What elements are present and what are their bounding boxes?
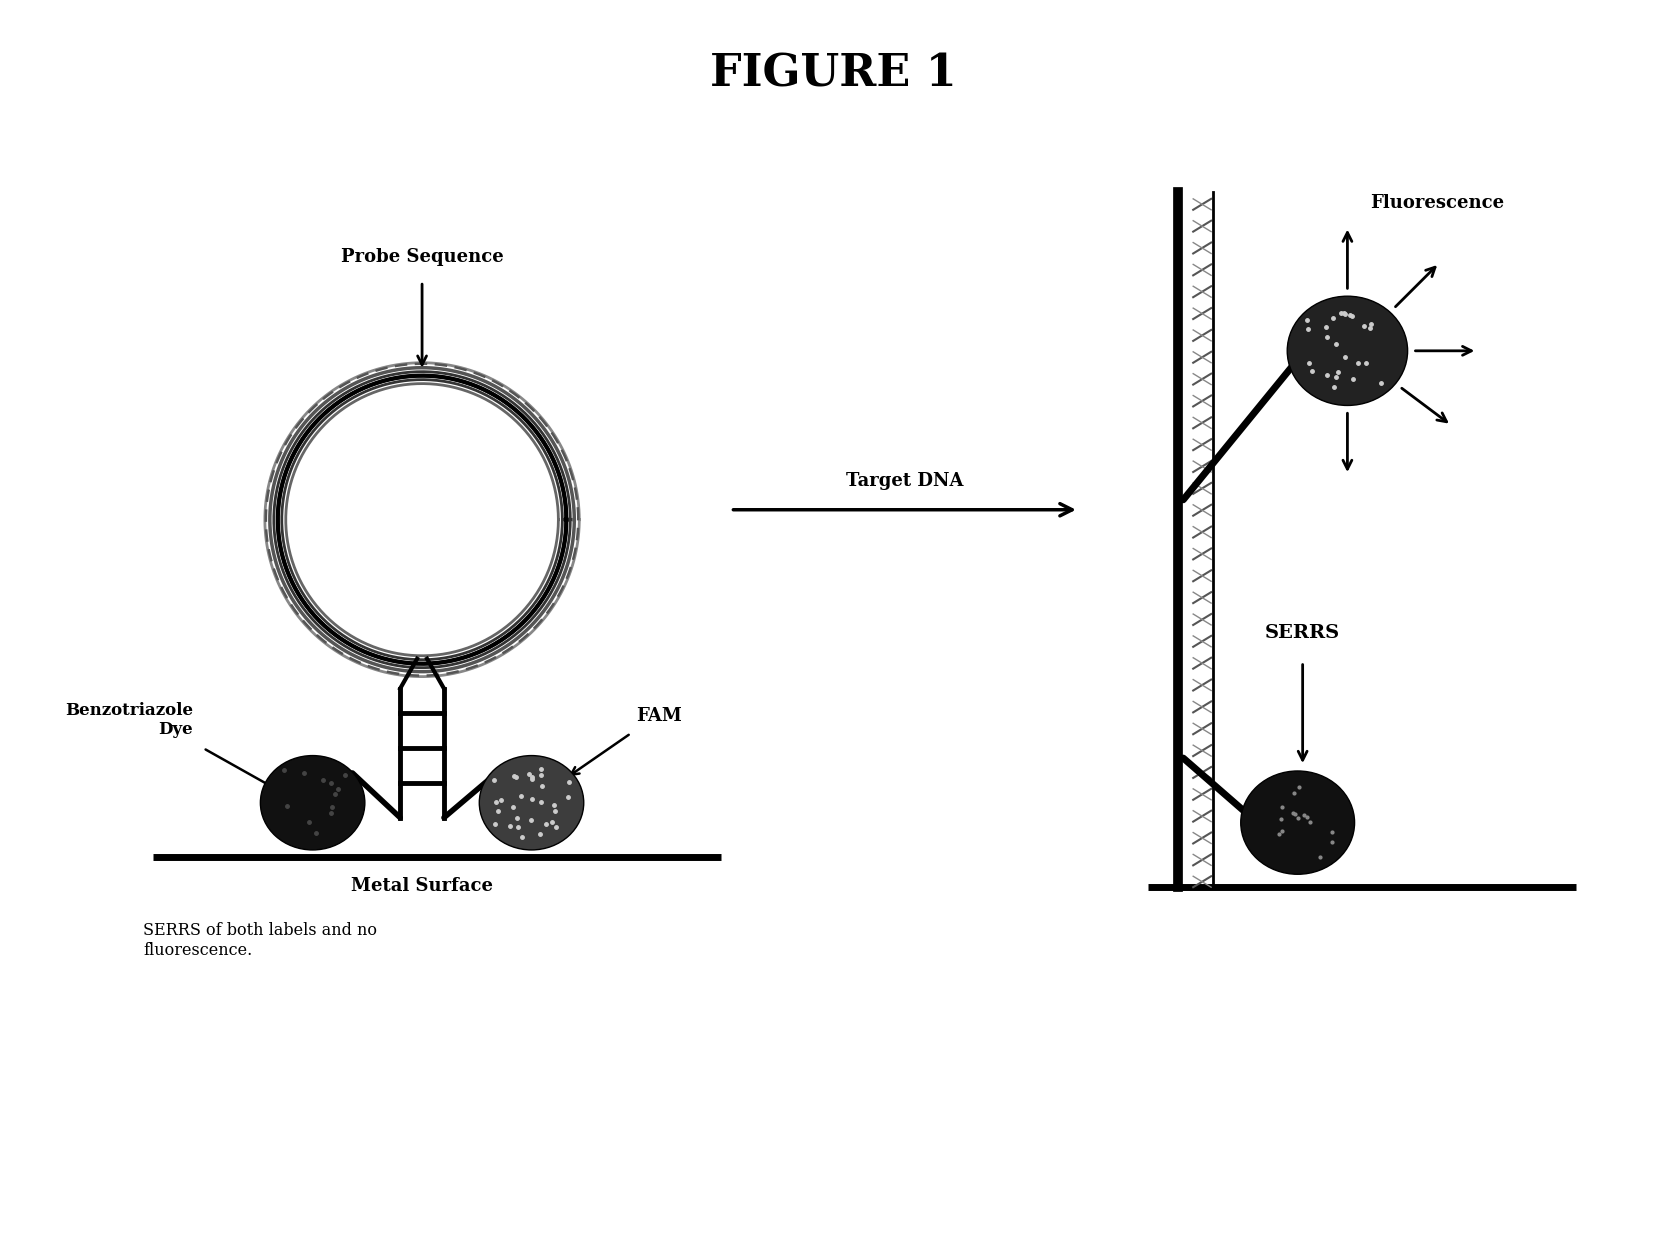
Text: Benzotriazole
Dye: Benzotriazole Dye (65, 701, 193, 738)
Text: Fluorescence: Fluorescence (1370, 193, 1504, 212)
Polygon shape (278, 375, 567, 664)
Ellipse shape (480, 756, 583, 850)
Text: FAM: FAM (637, 707, 682, 725)
Ellipse shape (1240, 771, 1355, 875)
Text: SERRS of both labels and no
fluorescence.: SERRS of both labels and no fluorescence… (143, 922, 377, 959)
Ellipse shape (260, 756, 365, 850)
Text: Metal Surface: Metal Surface (352, 877, 493, 896)
Text: SERRS: SERRS (1265, 624, 1340, 642)
Text: FIGURE 1: FIGURE 1 (710, 53, 957, 95)
Ellipse shape (1287, 296, 1407, 405)
Text: Target DNA: Target DNA (845, 472, 964, 489)
Text: Probe Sequence: Probe Sequence (340, 248, 503, 266)
